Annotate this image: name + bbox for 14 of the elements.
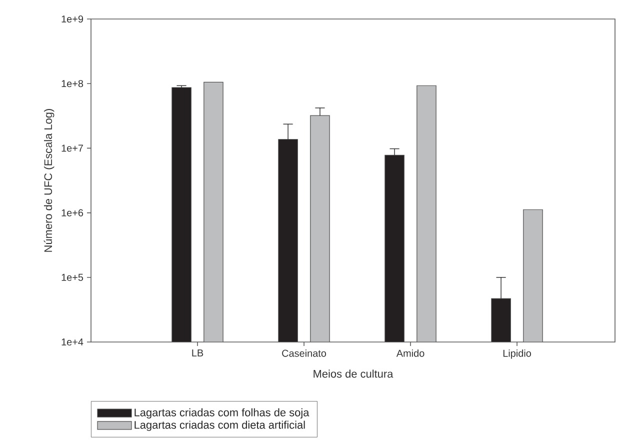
- x-tick-label: Caseinato: [282, 350, 326, 357]
- y-tick-label: 1e+5: [62, 274, 84, 281]
- legend-label: Lagartas criadas com dieta artificial: [134, 420, 305, 431]
- y-axis-title: Número de UFC (Escala Log): [44, 109, 54, 252]
- x-tick-label: Lipidio: [503, 350, 531, 359]
- y-tick-label: 1e+6: [62, 209, 84, 216]
- y-tick-label: 1e+9: [62, 15, 84, 23]
- x-tick-label: Amido: [396, 350, 424, 357]
- x-axis-title: Meios de cultura: [314, 370, 394, 378]
- y-tick-label: 1e+8: [62, 80, 84, 88]
- y-tick-label: 1e+4: [62, 338, 84, 346]
- legend-label: Lagartas criadas com folhas de soja: [134, 408, 310, 419]
- y-tick-label: 1e+7: [62, 144, 83, 152]
- x-tick-label: LB: [192, 350, 204, 356]
